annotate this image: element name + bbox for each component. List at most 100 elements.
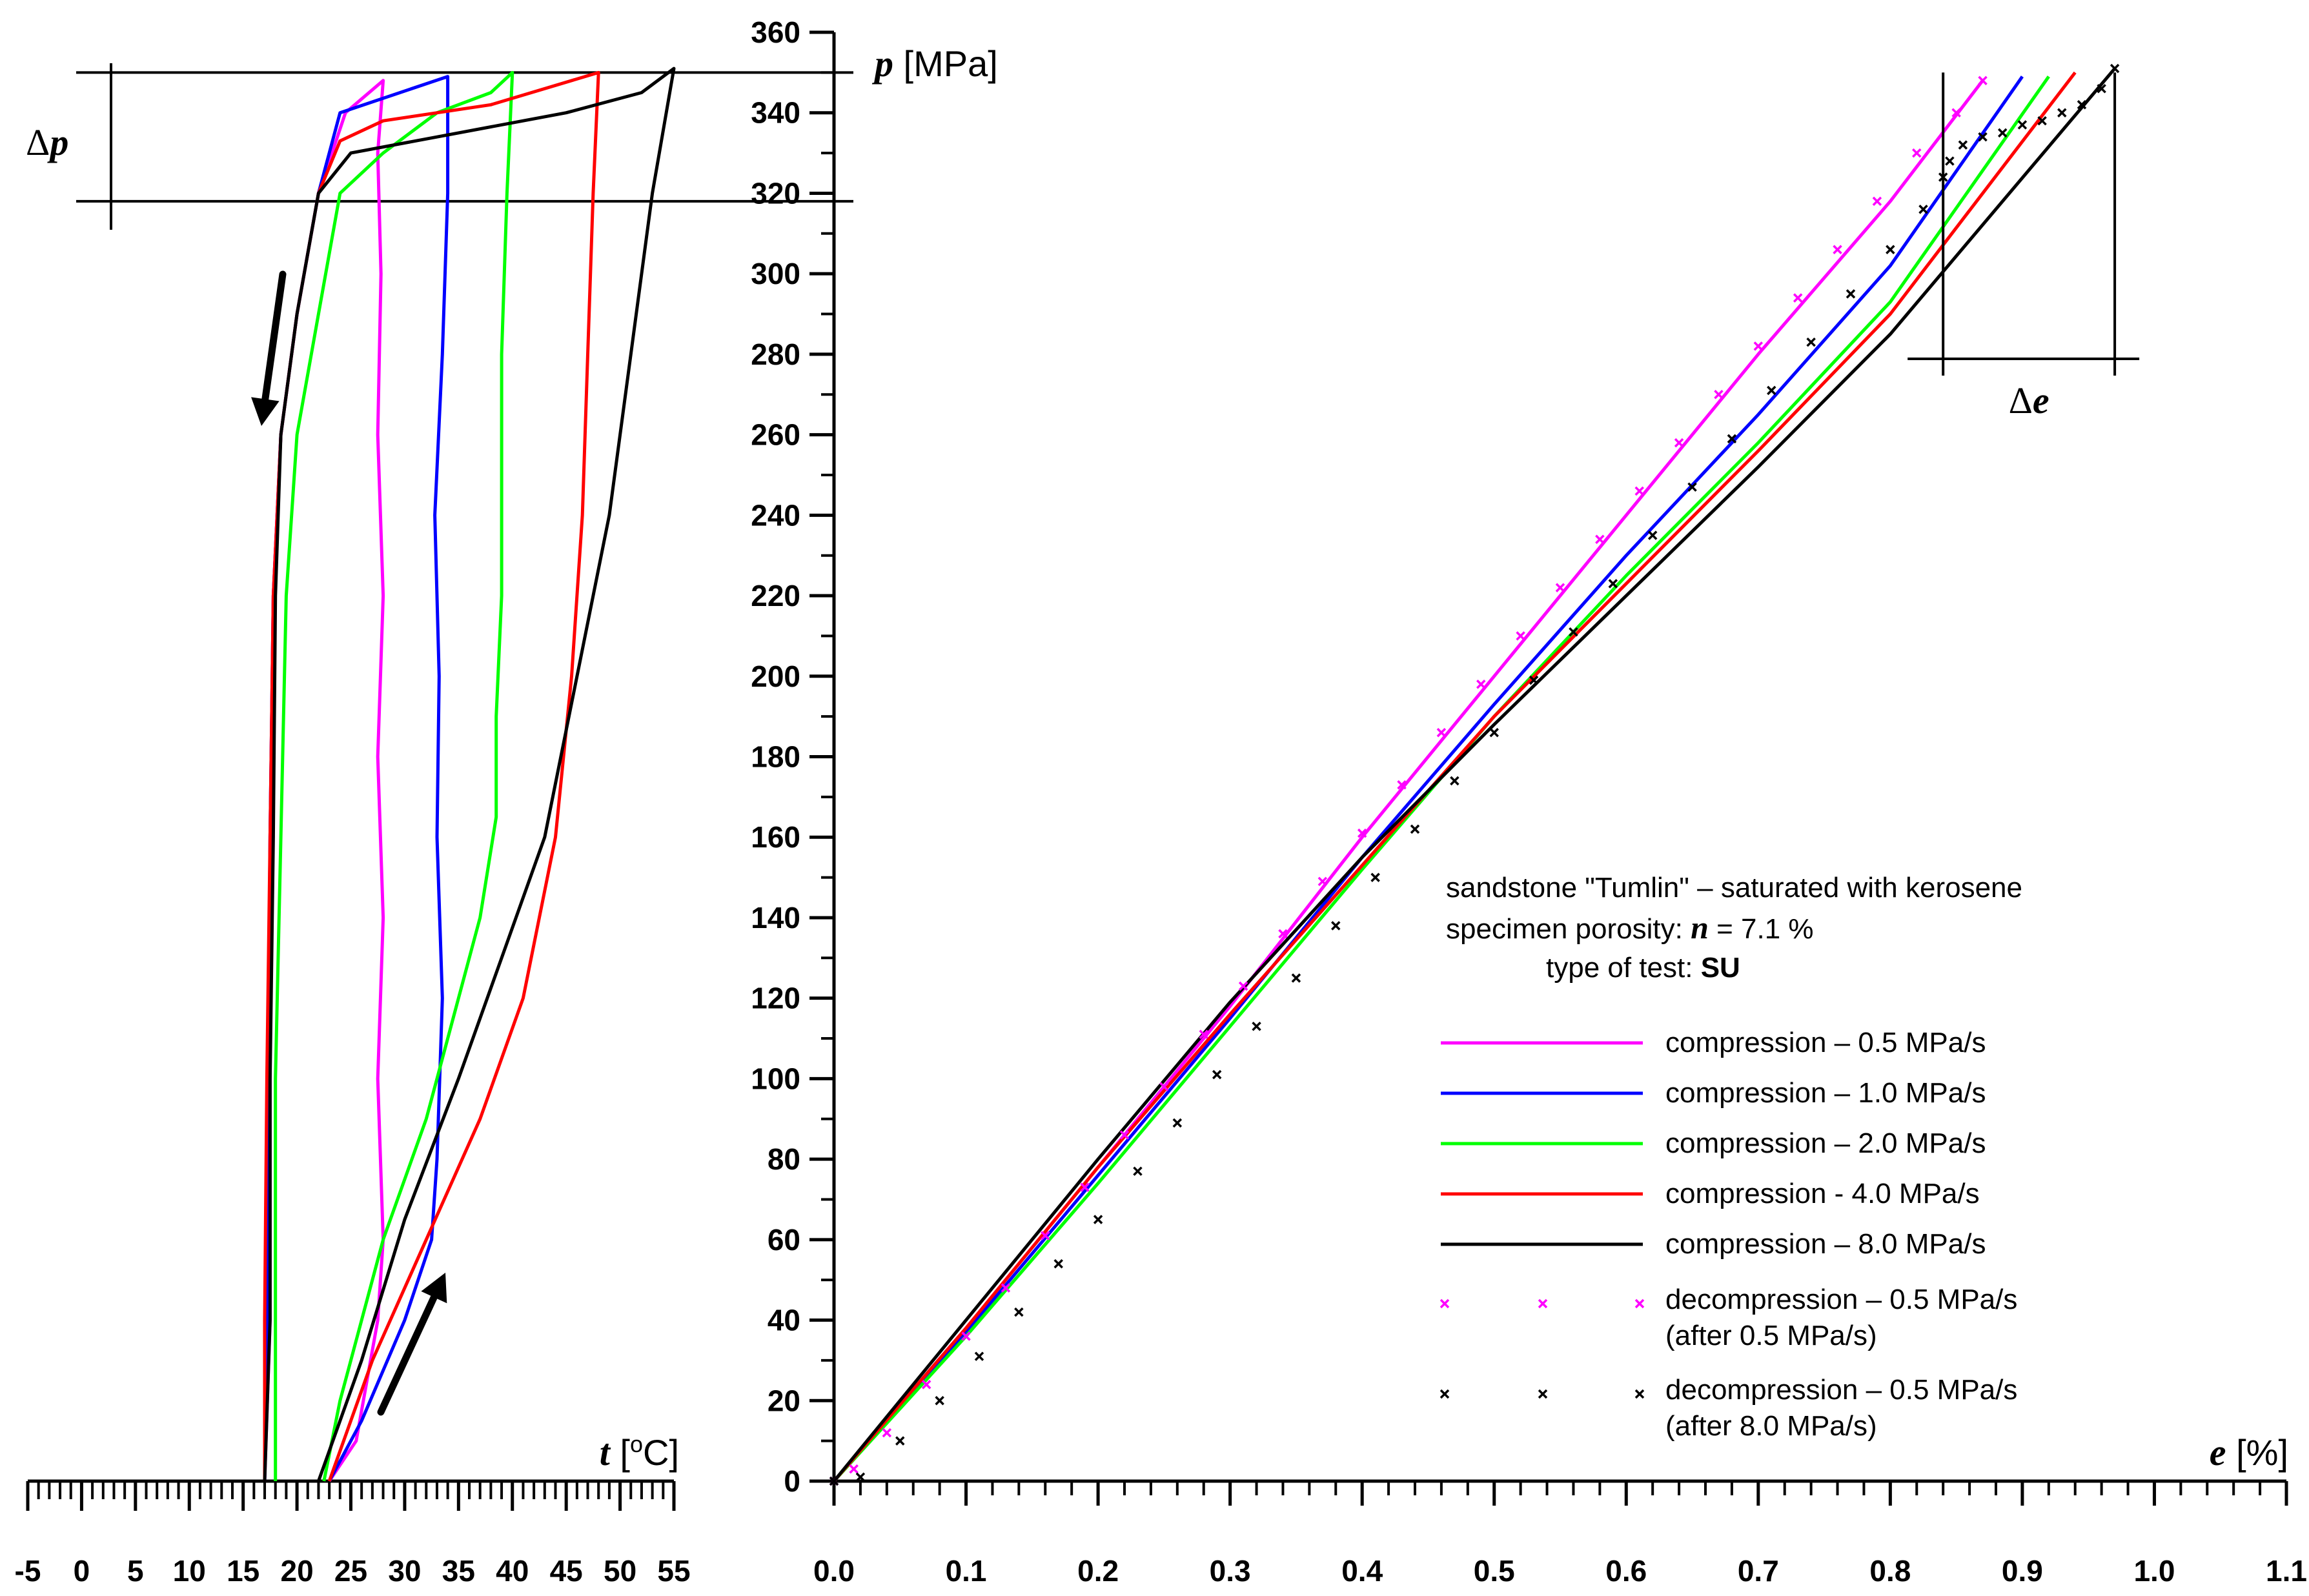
legend-label: decompression – 0.5 MPa/s (1665, 1374, 2017, 1406)
data-point-marker (1252, 1022, 1261, 1031)
arrow-up-icon (377, 1273, 447, 1416)
x-tick-label: 0.6 (1605, 1554, 1647, 1588)
data-point-marker (1370, 873, 1380, 882)
legend-item-5: compression – 8.0 MPa/s (1441, 1228, 1986, 1260)
data-point-marker (2037, 116, 2047, 126)
data-point-marker (1806, 337, 1816, 347)
strain-panel: 0 20 40 60 80 100 120 140 160 180 200 220 240 260 280 3… (751, 15, 2307, 1588)
x-tick-label: 0.0 (813, 1554, 855, 1588)
legend-label: compression – 2.0 MPa/s (1665, 1127, 1986, 1159)
data-point-marker (1436, 727, 1447, 738)
x-tick-label: 30 (388, 1554, 421, 1588)
data-point-marker (1489, 727, 1499, 738)
legend: compression – 0.5 MPa/s compression – 1.0… (1439, 1027, 2017, 1442)
data-point-marker (2077, 100, 2087, 110)
series-2 (833, 76, 2024, 1482)
data-point-marker (1450, 776, 1460, 786)
data-point-marker (2110, 63, 2120, 74)
series-5 (833, 67, 2117, 1482)
data-point-marker (1886, 245, 1895, 254)
legend-swatch-marker (1538, 1389, 1548, 1399)
y-tick-label: 180 (751, 740, 800, 774)
delta-p-label: Δp (26, 121, 68, 163)
delta-e-label: Δe (2009, 379, 2050, 421)
info-line-1: sandstone "Tumlin" – saturated with kero… (1446, 872, 2022, 904)
arrow-head (421, 1273, 447, 1304)
legend-swatch-marker (1634, 1389, 1645, 1399)
data-point-marker (895, 1436, 905, 1446)
x-tick-label: 40 (496, 1554, 529, 1588)
data-point-marker (935, 1396, 944, 1406)
data-point-marker (1608, 579, 1618, 589)
data-point-marker (1634, 486, 1644, 496)
x-tick-label: 5 (127, 1554, 144, 1588)
x-tick-label: 0 (74, 1554, 90, 1588)
x-tick-label: 0.3 (1210, 1554, 1251, 1588)
legend-item-4: compression - 4.0 MPa/s (1441, 1178, 1980, 1209)
data-point-marker (961, 1331, 971, 1341)
x-tick-label: 1.0 (2133, 1554, 2175, 1588)
data-point-marker (1133, 1166, 1143, 1177)
x-tick-label: 20 (280, 1554, 313, 1588)
data-point-marker (1945, 156, 1955, 166)
legend-label: decompression – 0.5 MPa/s (1665, 1284, 2017, 1315)
legend-label-sub: (after 8.0 MPa/s) (1665, 1410, 1877, 1442)
data-point-marker (2057, 108, 2067, 117)
data-point-marker (1846, 289, 1856, 299)
x-tick-label: 0.2 (1077, 1554, 1119, 1588)
data-point-marker (1317, 876, 1328, 887)
y-tick-label: 80 (768, 1142, 800, 1176)
data-point-marker (1833, 245, 1842, 254)
data-point-marker (974, 1351, 984, 1361)
data-point-marker (1119, 1130, 1130, 1140)
x-tick-label: 55 (657, 1554, 690, 1588)
data-point-marker (1093, 1215, 1103, 1224)
x-tick-label: 0.8 (1869, 1554, 1911, 1588)
legend-item-1: compression – 0.5 MPa/s (1441, 1027, 1986, 1058)
x-axis-title: t [oC] (600, 1431, 679, 1474)
legend-swatch-marker (1439, 1298, 1450, 1309)
y-tick-label: 140 (751, 901, 800, 934)
data-point-marker (1331, 921, 1341, 931)
data-point-marker (882, 1428, 892, 1438)
data-point-marker (855, 1472, 866, 1482)
data-point-marker (1291, 973, 1301, 983)
x-tick-label: 25 (334, 1554, 367, 1588)
data-point-marker (1912, 148, 1922, 158)
x-axis-title: e [%] (2210, 1431, 2288, 1473)
y-tick-label: 20 (768, 1384, 800, 1417)
x-tick-label: 0.7 (1738, 1554, 1779, 1588)
data-point-marker (1555, 583, 1565, 592)
series-7 (829, 63, 2120, 1486)
legend-label: compression – 1.0 MPa/s (1665, 1077, 1986, 1109)
y-tick-label: 60 (768, 1223, 800, 1257)
y-tick-label: 100 (751, 1062, 800, 1095)
temperature-series-2 (263, 75, 450, 1482)
temperature-series-4 (263, 70, 600, 1482)
series-line (833, 76, 2024, 1482)
x-tick-label: 0.1 (946, 1554, 987, 1588)
data-point-marker (1997, 128, 2008, 138)
arrow-head (251, 397, 280, 426)
data-point-marker (1872, 196, 1882, 207)
temperature-series-3 (274, 70, 514, 1482)
y-tick-label: 160 (751, 820, 800, 854)
data-point-marker (1357, 828, 1367, 838)
legend-label: compression – 0.5 MPa/s (1665, 1027, 1986, 1058)
data-point-marker (1397, 780, 1407, 790)
x-tick-label: 0.5 (1474, 1554, 1515, 1588)
data-point-marker (1674, 438, 1684, 448)
data-point-marker (1793, 293, 1803, 303)
series-line (833, 67, 2117, 1482)
x-tick-label: 0.4 (1341, 1554, 1383, 1588)
arrow-down-icon (251, 270, 287, 426)
data-point-marker (1714, 390, 1724, 399)
y-tick-label: 340 (751, 96, 800, 130)
data-point-marker (1529, 675, 1539, 685)
data-point-marker (1476, 680, 1486, 689)
x-tick-label: -5 (15, 1554, 41, 1588)
legend-item-6: decompression – 0.5 MPa/s (after 0.5 MPa/… (1439, 1284, 2017, 1351)
data-point-marker (1958, 140, 1968, 150)
y-tick-label: 0 (784, 1464, 800, 1498)
data-point-marker (1278, 929, 1288, 939)
